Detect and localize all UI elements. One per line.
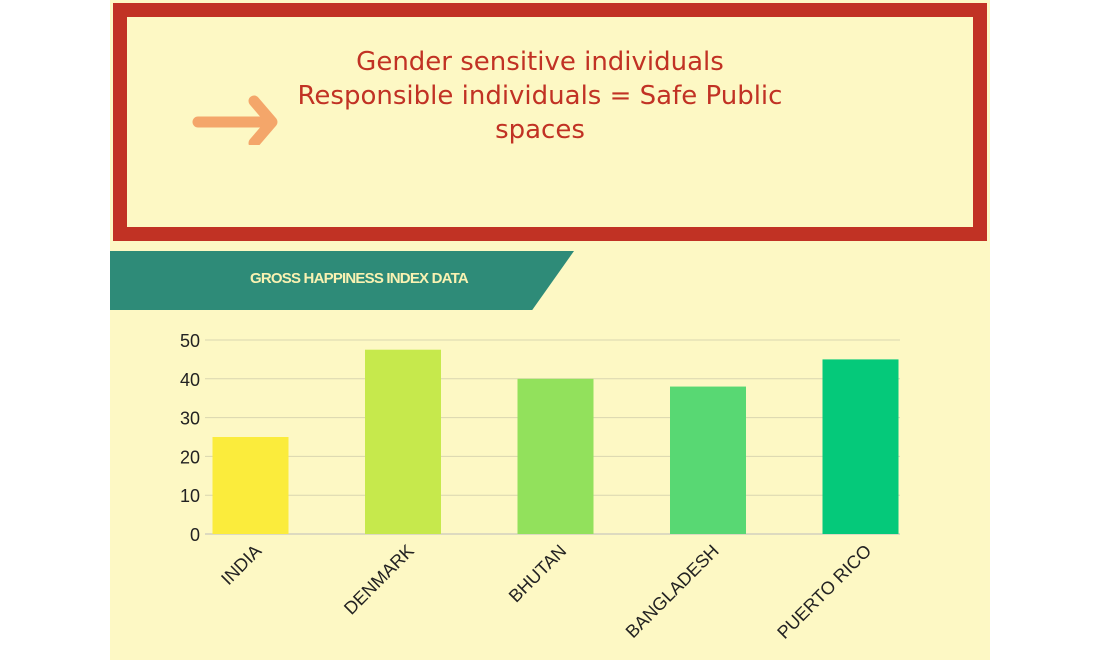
callout-message: Gender sensitive individuals Responsible… <box>290 45 790 147</box>
y-tick-label: 10 <box>180 486 200 506</box>
y-axis-ticks: 0 10 20 30 40 50 <box>180 331 200 545</box>
callout-line-3: spaces <box>495 115 585 145</box>
bar-denmark <box>365 349 441 534</box>
x-category-label: BANGLADESH <box>622 541 723 642</box>
bar-india <box>212 437 289 534</box>
chart-bars <box>212 349 899 534</box>
chart-title-banner: GROSS HAPPINESS INDEX DATA <box>110 251 574 310</box>
arrow-right-icon <box>192 95 278 145</box>
infographic-canvas: Gender sensitive individuals Responsible… <box>110 0 990 660</box>
y-tick-label: 50 <box>180 331 200 351</box>
y-tick-label: 40 <box>180 370 200 390</box>
y-tick-label: 30 <box>180 409 200 429</box>
chart-title: GROSS HAPPINESS INDEX DATA <box>250 270 469 287</box>
bar-puerto-rico <box>822 359 899 534</box>
x-category-label: BHUTAN <box>505 541 571 607</box>
x-category-label: INDIA <box>217 541 265 589</box>
x-category-label: DENMARK <box>340 541 418 619</box>
x-category-label: PUERTO RICO <box>773 541 875 643</box>
y-tick-label: 0 <box>190 525 200 545</box>
bar-chart: 0 10 20 30 40 50 INDIA DENMARK BHUTAN BANGLADESH… <box>180 331 900 643</box>
callout-line-1: Gender sensitive individuals <box>356 47 724 77</box>
y-tick-label: 20 <box>180 447 200 467</box>
callout-line-2: Responsible individuals = Safe Public <box>297 81 783 111</box>
bar-bhutan <box>517 378 594 534</box>
x-axis-labels: INDIA DENMARK BHUTAN BANGLADESH PUERTO RICO <box>217 541 875 643</box>
bar-bangladesh <box>670 386 746 534</box>
